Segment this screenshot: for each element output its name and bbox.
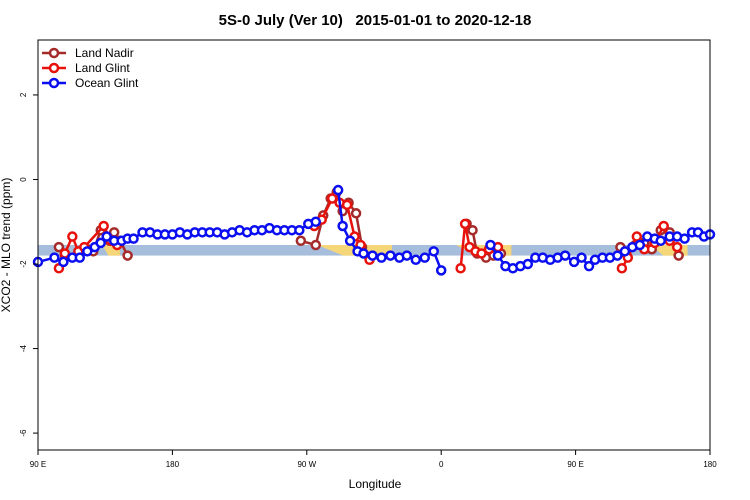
data-point [612,250,623,261]
x-tick-label: 180 [703,460,717,469]
data-point [95,237,106,249]
data-point [619,246,631,257]
series-ocean-glint [32,184,716,276]
data-point [583,260,595,272]
data-point [341,199,353,211]
x-axis: 90 E 180 90 W 0 90 E 180 [30,450,717,469]
data-point [485,239,496,251]
data-point [673,250,684,261]
data-point [492,250,504,261]
data-point [679,233,690,244]
y-tick-label: -4 [19,344,28,352]
legend-marker [48,77,60,89]
legend-label: Land Nadir [75,46,134,60]
data-point [101,231,112,242]
data-point [310,216,322,228]
data-point [326,193,338,204]
data-point [658,220,669,232]
x-tick-label: 0 [439,460,444,469]
plot-frame [37,39,711,451]
data-point [467,224,478,236]
data-point [459,218,471,230]
data-point [655,235,666,247]
y-tick-label: -6 [19,429,28,437]
data-point [98,220,109,232]
data-point [568,256,580,268]
data-point [122,250,133,261]
data-point [616,262,628,274]
data-point [401,250,413,261]
x-tick-label: 90 E [30,460,46,469]
data-point [74,252,86,263]
series-layer [32,184,716,276]
data-point [344,235,356,247]
data-point [332,184,344,196]
data-point [53,241,65,253]
data-point [367,250,378,261]
y-axis-label: XCO2 - MLO trend (ppm) [0,178,13,313]
data-point [294,224,305,236]
data-point [576,252,587,263]
data-point [631,231,643,242]
data-point [358,248,369,259]
y-axis: 2 0 -2 -4 -6 [19,92,38,437]
data-point [522,258,534,270]
data-point [58,256,69,268]
data-point [337,220,348,232]
data-point [49,252,60,263]
legend-marker [48,47,60,59]
data-point [559,250,571,261]
chart-title: 5S-0 July (Ver 10) 2015-01-01 to 2020-12… [219,12,532,29]
data-point [376,252,387,263]
x-axis-label: Longitude [349,477,402,491]
data-point [310,239,322,251]
data-point [435,265,447,276]
x-tick-label: 90 W [297,460,316,469]
legend-marker [48,62,60,74]
data-point [476,248,487,259]
data-point [428,246,439,257]
legend-label: Ocean Glint [75,76,139,90]
data-point [67,231,78,242]
data-point [634,239,646,251]
data-point [419,252,431,263]
y-tick-label: 0 [19,177,28,182]
x-tick-label: 90 E [567,460,583,469]
data-point [671,241,683,253]
y-tick-label: 2 [19,92,28,97]
legend-label: Land Glint [75,61,130,75]
data-point [410,254,422,266]
data-point [385,250,396,261]
data-point [128,233,139,244]
y-tick-label: -2 [19,260,28,268]
data-point [350,208,362,219]
x-tick-label: 180 [166,460,180,469]
data-point [82,246,93,257]
data-point [295,235,307,247]
data-point [455,262,466,274]
